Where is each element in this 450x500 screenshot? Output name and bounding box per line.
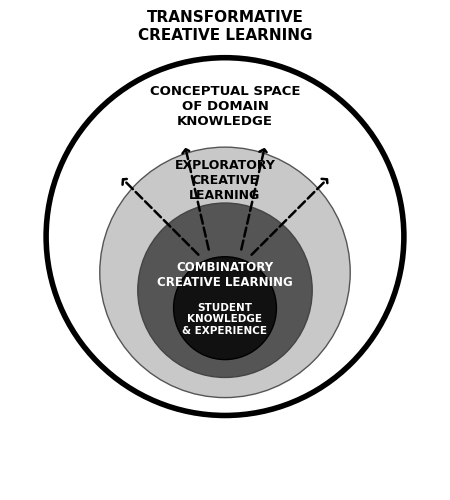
Text: COMBINATORY
CREATIVE LEARNING: COMBINATORY CREATIVE LEARNING xyxy=(157,260,293,288)
Circle shape xyxy=(174,256,276,360)
Text: EXPLORATORY
CREATIVE
LEARNING: EXPLORATORY CREATIVE LEARNING xyxy=(175,159,275,202)
Circle shape xyxy=(46,58,404,416)
Text: CONCEPTUAL SPACE
OF DOMAIN
KNOWLEDGE: CONCEPTUAL SPACE OF DOMAIN KNOWLEDGE xyxy=(150,86,300,128)
Text: STUDENT
KNOWLEDGE
& EXPERIENCE: STUDENT KNOWLEDGE & EXPERIENCE xyxy=(183,302,267,336)
Circle shape xyxy=(138,203,312,378)
Text: TRANSFORMATIVE
CREATIVE LEARNING: TRANSFORMATIVE CREATIVE LEARNING xyxy=(138,10,312,42)
Circle shape xyxy=(100,147,350,398)
